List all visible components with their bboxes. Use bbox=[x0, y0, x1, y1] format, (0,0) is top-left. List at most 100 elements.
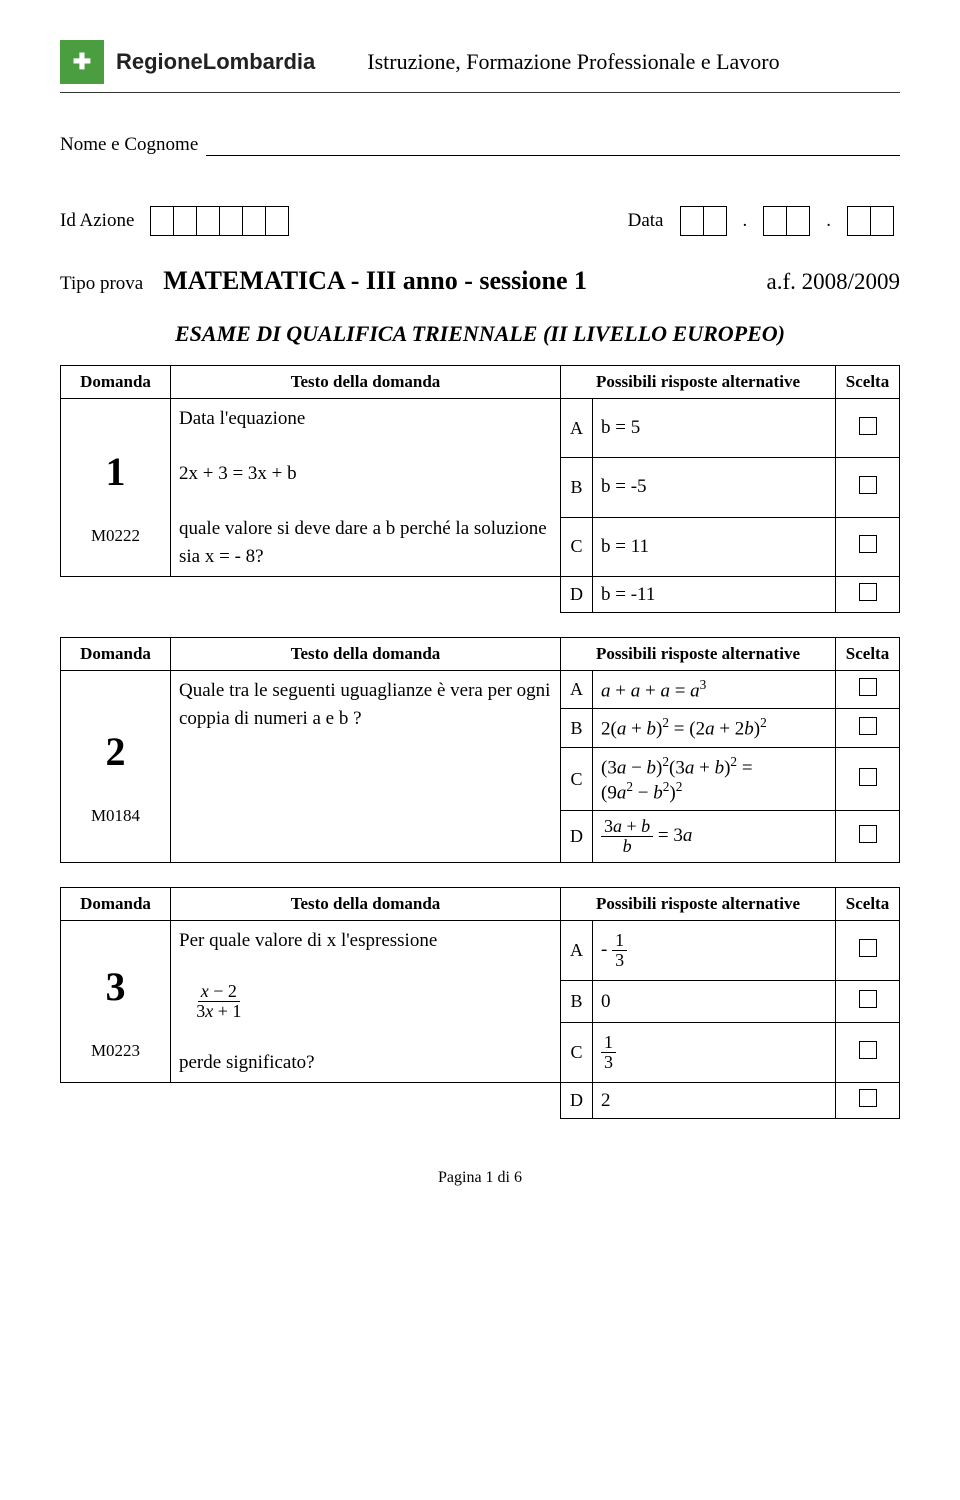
id-boxes bbox=[150, 206, 289, 236]
th-domanda: Domanda bbox=[61, 365, 171, 398]
page-footer: Pagina 1 di 6 bbox=[60, 1169, 900, 1187]
th-risposte: Possibili risposte alternative bbox=[561, 888, 836, 921]
q3-d-choice bbox=[836, 1083, 900, 1119]
q2-d-text: 3a + bb = 3a bbox=[593, 811, 836, 863]
date-box[interactable] bbox=[786, 206, 810, 236]
q3-b-letter: B bbox=[561, 981, 593, 1023]
th-risposte: Possibili risposte alternative bbox=[561, 365, 836, 398]
q2-a-letter: A bbox=[561, 671, 593, 709]
checkbox[interactable] bbox=[859, 717, 877, 735]
checkbox[interactable] bbox=[859, 476, 877, 494]
q2-d-letter: D bbox=[561, 811, 593, 863]
q2-d-choice bbox=[836, 811, 900, 863]
header-subtitle: Istruzione, Formazione Professionale e L… bbox=[367, 49, 779, 75]
checkbox[interactable] bbox=[859, 417, 877, 435]
q2-b-letter: B bbox=[561, 709, 593, 747]
id-box[interactable] bbox=[173, 206, 197, 236]
academic-year: a.f. 2008/2009 bbox=[766, 269, 900, 295]
id-label: Id Azione bbox=[60, 210, 134, 232]
id-data-row: Id Azione Data . . bbox=[60, 206, 900, 236]
question-table-3: Domanda Testo della domanda Possibili ri… bbox=[60, 887, 900, 1119]
checkbox[interactable] bbox=[859, 768, 877, 786]
q3-c-text: 13 bbox=[593, 1023, 836, 1083]
id-box[interactable] bbox=[150, 206, 174, 236]
q3-code: M0223 bbox=[91, 1041, 140, 1060]
date-box[interactable] bbox=[680, 206, 704, 236]
q1-b-text: b = -5 bbox=[593, 458, 836, 517]
q1-text: Data l'equazione 2x + 3 = 3x + b quale v… bbox=[171, 398, 561, 576]
page: ✚ RegioneLombardia Istruzione, Formazion… bbox=[0, 0, 960, 1217]
date-box[interactable] bbox=[870, 206, 894, 236]
date-boxes-3 bbox=[847, 206, 894, 236]
question-table-1: Domanda Testo della domanda Possibili ri… bbox=[60, 365, 900, 613]
q1-text-line2: 2x + 3 = 3x + b bbox=[179, 463, 297, 484]
q1-num-cell: 1 M0222 bbox=[61, 398, 171, 576]
id-box[interactable] bbox=[196, 206, 220, 236]
q3-a-choice bbox=[836, 921, 900, 981]
th-risposte: Possibili risposte alternative bbox=[561, 638, 836, 671]
checkbox[interactable] bbox=[859, 1089, 877, 1107]
checkbox[interactable] bbox=[859, 535, 877, 553]
q2-c-letter: C bbox=[561, 747, 593, 811]
date-box[interactable] bbox=[703, 206, 727, 236]
tipo-row: Tipo prova MATEMATICA - III anno - sessi… bbox=[60, 266, 900, 296]
checkbox[interactable] bbox=[859, 825, 877, 843]
th-testo: Testo della domanda bbox=[171, 638, 561, 671]
q1-c-letter: C bbox=[561, 517, 593, 576]
q1-b-letter: B bbox=[561, 458, 593, 517]
checkbox[interactable] bbox=[859, 583, 877, 601]
q3-expression: x − 23x + 1 bbox=[193, 982, 244, 1021]
data-label: Data bbox=[628, 210, 664, 232]
q3-b-choice bbox=[836, 981, 900, 1023]
question-table-2: Domanda Testo della domanda Possibili ri… bbox=[60, 637, 900, 863]
tipo-label: Tipo prova bbox=[60, 273, 143, 295]
q3-text: Per quale valore di x l'espressione x − … bbox=[171, 921, 561, 1083]
q2-a-text: a + a + a = a3 bbox=[593, 671, 836, 709]
id-box[interactable] bbox=[242, 206, 266, 236]
th-testo: Testo della domanda bbox=[171, 888, 561, 921]
q3-a-letter: A bbox=[561, 921, 593, 981]
q1-c-choice bbox=[836, 517, 900, 576]
q2-number: 2 bbox=[69, 728, 162, 775]
q2-b-text: 2(a + b)2 = (2a + 2b)2 bbox=[593, 709, 836, 747]
name-field: Nome e Cognome bbox=[60, 133, 900, 156]
q2-b-choice bbox=[836, 709, 900, 747]
q1-d-letter: D bbox=[561, 577, 593, 613]
q3-num-cell: 3 M0223 bbox=[61, 921, 171, 1083]
q1-text-line3: quale valore si deve dare a b perché la … bbox=[179, 518, 547, 567]
q1-a-choice bbox=[836, 398, 900, 457]
date-boxes-2 bbox=[763, 206, 810, 236]
q3-c-choice bbox=[836, 1023, 900, 1083]
name-label: Nome e Cognome bbox=[60, 134, 198, 156]
id-box[interactable] bbox=[265, 206, 289, 236]
checkbox[interactable] bbox=[859, 678, 877, 696]
q2-a-choice bbox=[836, 671, 900, 709]
q3-d-letter: D bbox=[561, 1083, 593, 1119]
logo: ✚ bbox=[60, 40, 104, 84]
q2-text: Quale tra le seguenti uguaglianze è vera… bbox=[171, 671, 561, 863]
checkbox[interactable] bbox=[859, 990, 877, 1008]
date-dot: . bbox=[826, 210, 831, 232]
q2-num-cell: 2 M0184 bbox=[61, 671, 171, 863]
q1-a-letter: A bbox=[561, 398, 593, 457]
q1-code: M0222 bbox=[91, 526, 140, 545]
th-domanda: Domanda bbox=[61, 888, 171, 921]
th-scelta: Scelta bbox=[836, 638, 900, 671]
th-domanda: Domanda bbox=[61, 638, 171, 671]
name-underline bbox=[206, 133, 900, 156]
checkbox[interactable] bbox=[859, 939, 877, 957]
q1-d-text: b = -11 bbox=[593, 577, 836, 613]
checkbox[interactable] bbox=[859, 1041, 877, 1059]
date-box[interactable] bbox=[763, 206, 787, 236]
q3-c-letter: C bbox=[561, 1023, 593, 1083]
exam-subtitle: ESAME DI QUALIFICA TRIENNALE (II LIVELLO… bbox=[60, 321, 900, 347]
q1-b-choice bbox=[836, 458, 900, 517]
q3-d-text: 2 bbox=[593, 1083, 836, 1119]
date-box[interactable] bbox=[847, 206, 871, 236]
q2-c-choice bbox=[836, 747, 900, 811]
id-box[interactable] bbox=[219, 206, 243, 236]
q3-a-text: - 13 bbox=[593, 921, 836, 981]
exam-title: MATEMATICA - III anno - sessione 1 bbox=[163, 266, 587, 296]
th-scelta: Scelta bbox=[836, 365, 900, 398]
q3-text-line3: perde significato? bbox=[179, 1052, 315, 1073]
